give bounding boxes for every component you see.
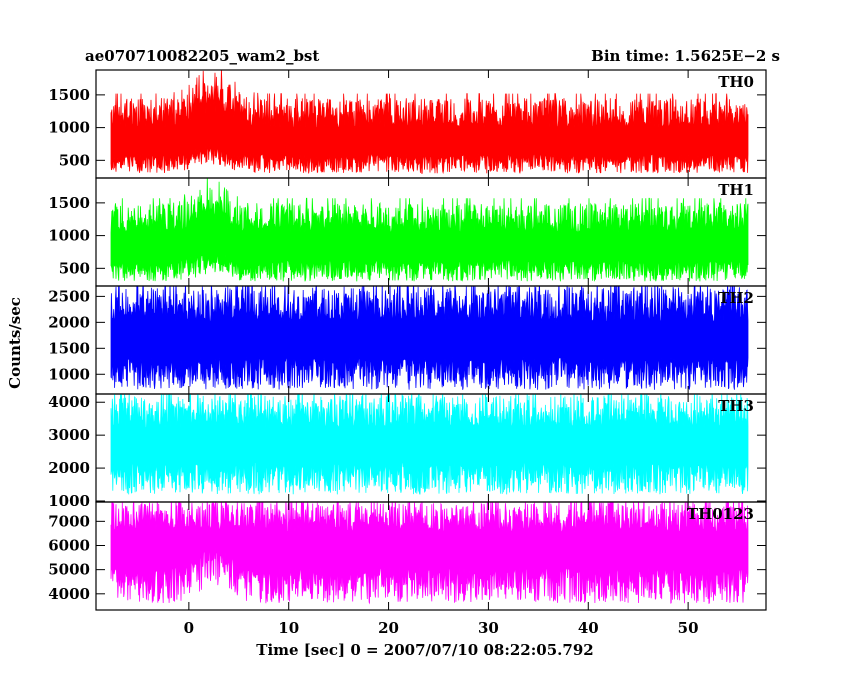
series-th2: [110, 286, 749, 391]
panel-th2: 1000 1500 2000 2500 TH2: [48, 285, 767, 395]
x-tick-label: 10: [278, 619, 299, 637]
chart-title: ae070710082205_wam2_bst: [85, 47, 319, 65]
y-tick-label: 4000: [48, 393, 90, 411]
y-tick-label: 2500: [48, 287, 90, 305]
panels-group: 500 1000 1500 TH0 500 1000 1500 TH1 1000 1500 2000…: [48, 69, 767, 611]
series-th0123: [110, 502, 749, 605]
y-tick-label: 2000: [48, 459, 90, 477]
panel-label: TH2: [718, 289, 754, 307]
y-tick-label: 1500: [48, 194, 90, 212]
y-tick-label: 5000: [48, 561, 90, 579]
y-axis-label: Counts/sec: [6, 297, 24, 389]
panel-th0123: 4000 5000 6000 7000 TH0123: [48, 501, 767, 611]
panel-label: TH3: [718, 397, 754, 415]
x-tick-label: 40: [578, 619, 599, 637]
panel-label: TH0: [718, 73, 754, 91]
panel-label: TH1: [718, 181, 754, 199]
y-tick-label: 500: [59, 259, 90, 277]
y-tick-label: 1000: [48, 227, 90, 245]
y-tick-label: 1000: [48, 119, 90, 137]
panel-th0: 500 1000 1500 TH0: [48, 69, 767, 179]
x-axis: 0 10 20 30 40 50: [184, 619, 699, 637]
y-tick-label: 7000: [48, 512, 90, 530]
series-th1: [110, 178, 749, 282]
panel-label: TH0123: [687, 505, 754, 523]
y-tick-label: 3000: [48, 426, 90, 444]
x-tick-label: 20: [378, 619, 399, 637]
series-th3: [110, 394, 749, 495]
panel-frame: [95, 501, 767, 611]
series-th0: [110, 70, 749, 175]
x-tick-label: 0: [184, 619, 194, 637]
panel-th1: 500 1000 1500 TH1: [48, 177, 767, 287]
y-tick-label: 1000: [48, 365, 90, 383]
y-tick-label: 6000: [48, 536, 90, 554]
y-tick-label: 500: [59, 151, 90, 169]
x-tick-label: 30: [478, 619, 499, 637]
x-tick-label: 50: [678, 619, 699, 637]
y-tick-label: 1500: [48, 339, 90, 357]
y-tick-label: 1000: [48, 492, 90, 510]
bin-time-label: Bin time: 1.5625E−2 s: [591, 47, 780, 65]
y-tick-label: 4000: [48, 585, 90, 603]
y-tick-label: 1500: [48, 86, 90, 104]
panel-th3: 1000 2000 3000 4000 TH3: [48, 393, 767, 510]
y-tick-label: 2000: [48, 313, 90, 331]
x-axis-label: Time [sec] 0 = 2007/07/10 08:22:05.792: [256, 641, 593, 659]
